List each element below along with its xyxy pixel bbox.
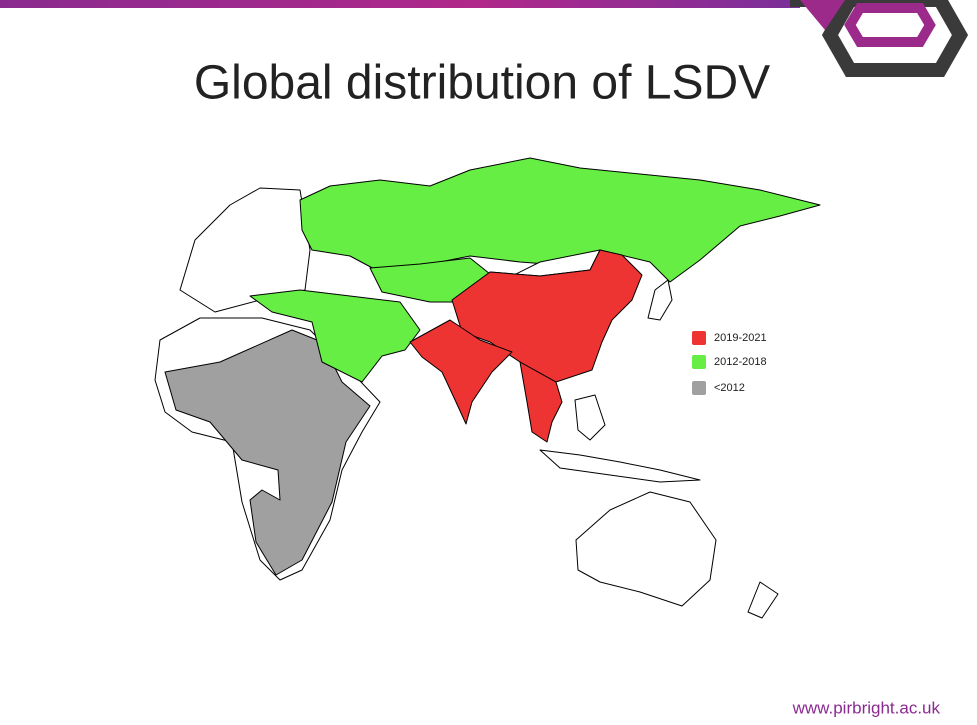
legend-label: <2012 <box>714 382 745 394</box>
logo-hexagon-inner <box>844 3 936 47</box>
slide-title: Global distribution of LSDV <box>194 57 770 110</box>
legend-swatch <box>692 355 706 369</box>
logo-accent <box>800 0 845 30</box>
legend-swatch <box>692 381 706 395</box>
legend: 2019-2021 2012-2018 <2012 <box>692 331 767 395</box>
legend-swatch <box>692 331 706 345</box>
legend-label: 2012-2018 <box>714 356 767 368</box>
top-bar <box>0 0 800 8</box>
footer-url: www.pirbright.ac.uk <box>792 698 941 717</box>
india <box>409 319 513 425</box>
australia <box>575 491 717 607</box>
middle-east <box>249 289 421 383</box>
philippines <box>574 394 606 441</box>
legend-label: 2019-2021 <box>714 332 767 344</box>
logo-hexagon <box>790 0 969 77</box>
indonesia <box>539 449 701 483</box>
japan <box>647 279 673 321</box>
new-zealand <box>747 581 779 619</box>
southeast-asia <box>519 361 563 443</box>
map <box>154 157 821 619</box>
